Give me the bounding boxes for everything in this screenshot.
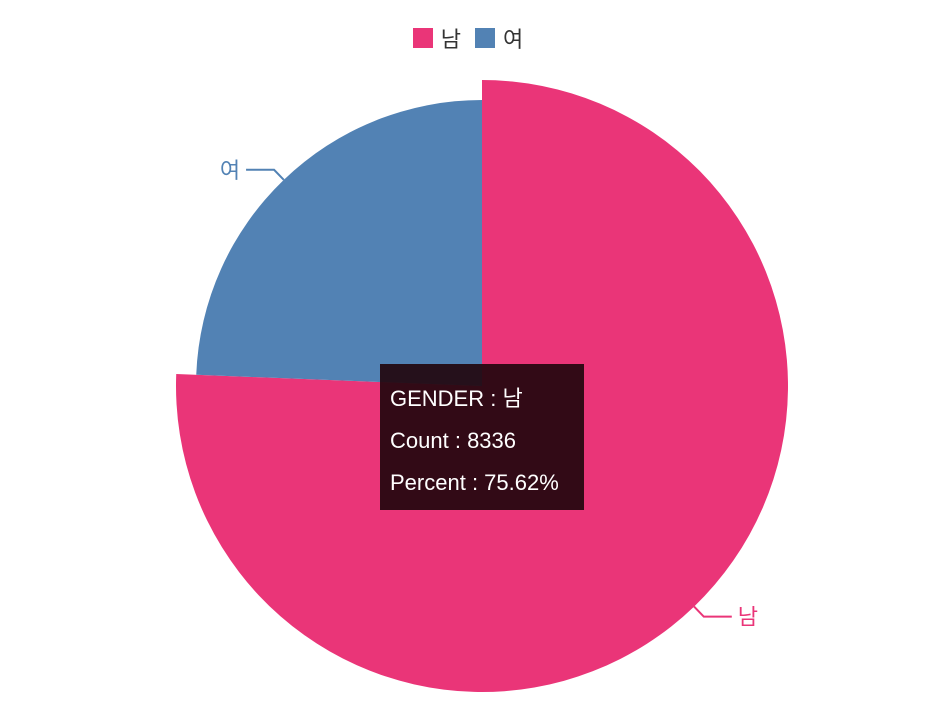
tooltip-count-label: Count <box>390 428 449 453</box>
slice-label-1: 여 <box>220 158 240 183</box>
tooltip-percent-value: 75.62% <box>484 470 559 495</box>
legend: 남 여 <box>0 22 936 54</box>
leader-line-1 <box>246 168 285 181</box>
slice-label-0: 남 <box>738 605 758 630</box>
tooltip-percent-row: Percent : 75.62% <box>390 470 559 495</box>
leader-line-0 <box>693 605 732 618</box>
tooltip-gender-label: GENDER <box>390 386 485 411</box>
tooltip-count-row: Count : 8336 <box>390 428 517 453</box>
legend-swatch-male <box>412 28 433 48</box>
legend-label-female: 여 <box>503 27 524 52</box>
pie-slice-1[interactable] <box>196 100 482 386</box>
legend-swatch-female <box>475 28 495 48</box>
legend-label-male: 남 <box>440 27 461 52</box>
tooltip-gender-value: 남 <box>502 386 523 411</box>
tooltip-count-value: 8336 <box>467 428 517 453</box>
tooltip: GENDER : 남 Count : 8336 Percent : 75.62% <box>380 364 584 510</box>
tooltip-gender-row: GENDER : 남 <box>390 386 523 411</box>
legend-item-male[interactable]: 남 <box>412 22 461 54</box>
tooltip-percent-label: Percent <box>390 470 466 495</box>
legend-item-female[interactable]: 여 <box>475 22 523 54</box>
